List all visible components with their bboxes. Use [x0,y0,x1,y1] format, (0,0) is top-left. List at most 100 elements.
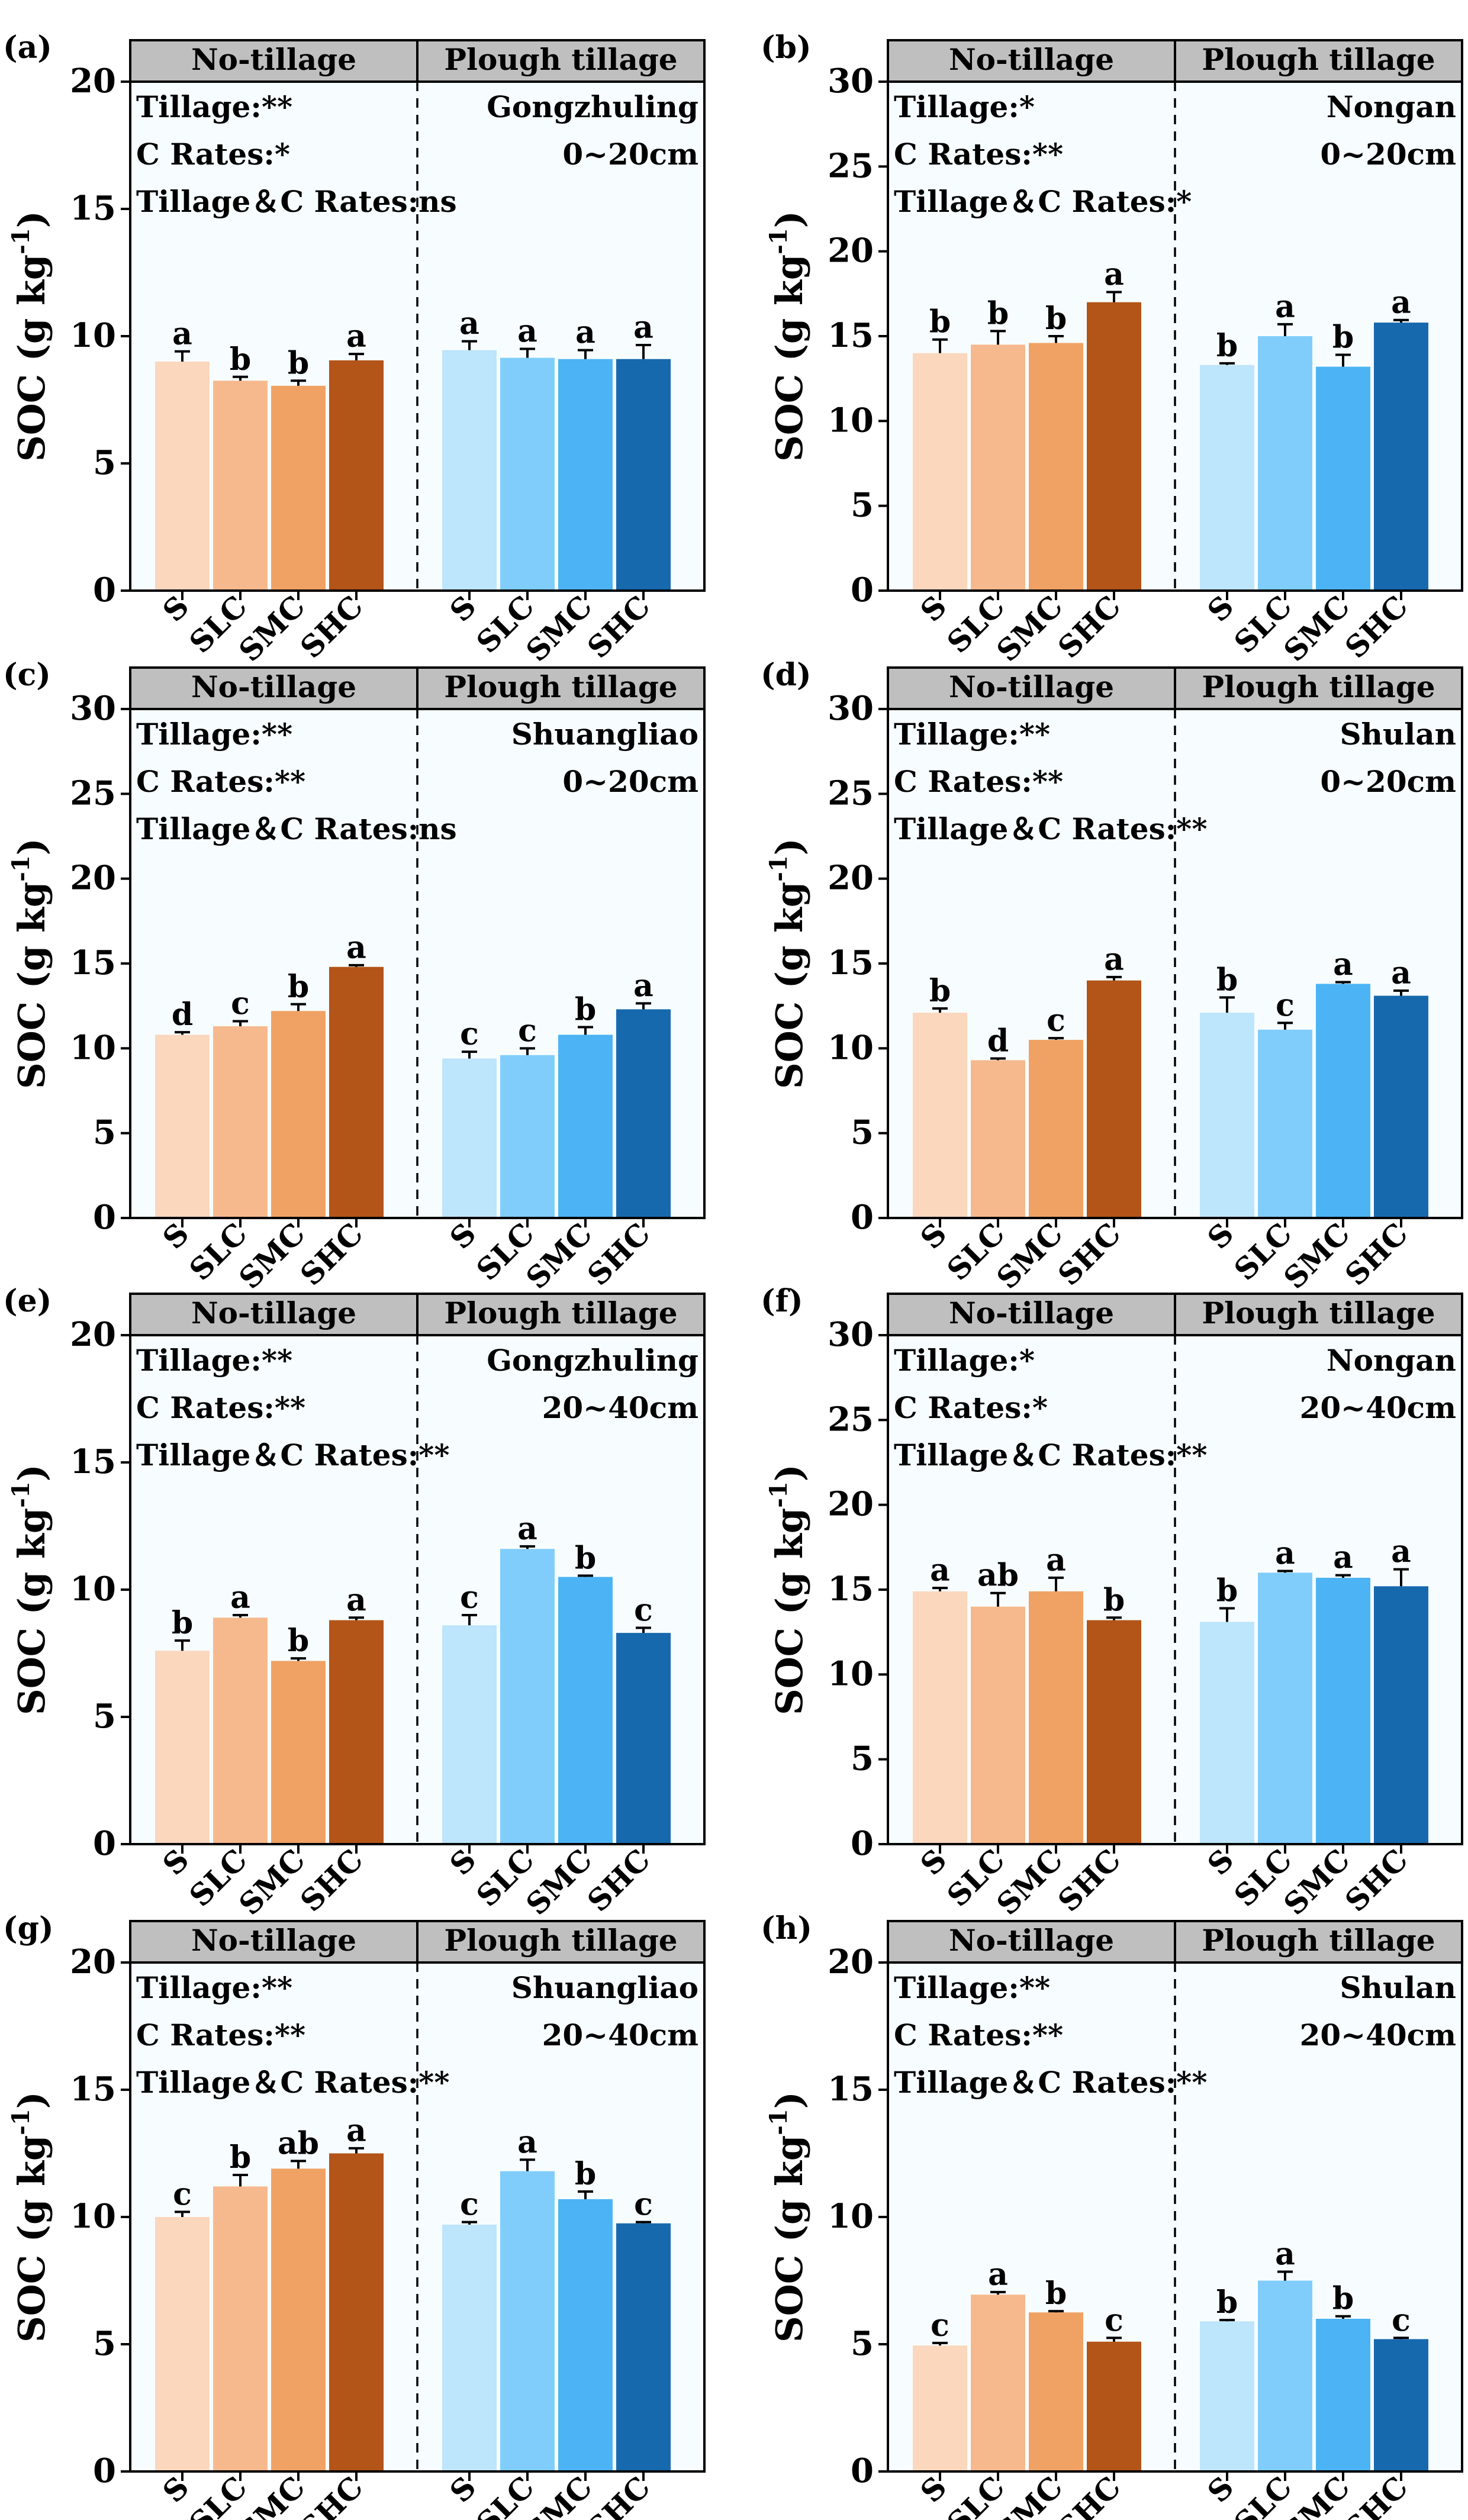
y-tick-label: 10 [70,1570,116,1609]
y-tick-label: 0 [851,2451,874,2490]
x-tick-label: S [156,1216,195,1256]
y-tick-label: 5 [93,2324,116,2363]
significance-letter: b [230,2139,251,2176]
bar-no-tillage-s [155,1651,210,1844]
y-axis-label-close: ) [10,838,53,855]
y-tick-label: 20 [828,1485,874,1524]
significance-letter: a [346,1582,366,1618]
stat-annotation: Tillage＆C Rates:** [136,1438,449,1472]
y-axis-label-superscript: -1 [765,1481,793,1507]
stat-annotation: C Rates:** [136,2018,305,2052]
bar-no-tillage-smc [1029,2312,1083,2471]
significance-letter: c [460,1580,479,1616]
x-tick-label: SHC [581,1842,657,1919]
x-tick-label: SMC [990,1216,1070,1296]
significance-letter: c [634,2187,653,2223]
x-tick-label: SHC [294,589,370,665]
depth-label: 20~40cm [1300,1390,1456,1425]
significance-letter: b [1045,301,1067,337]
header-plough-tillage: Plough tillage [444,1296,677,1330]
significance-letter: b [1216,2284,1238,2321]
stat-annotation: Tillage＆C Rates:** [894,2065,1207,2100]
bar-no-tillage-slc [213,2186,268,2471]
bar-no-tillage-slc [213,1026,268,1218]
bar-plough-smc [558,1577,613,1844]
y-axis-label-close: ) [10,2092,53,2109]
depth-label: 0~20cm [562,764,698,799]
y-axis-label: SOC (g kg-1) [765,2092,811,2342]
significance-letter: c [931,2308,949,2344]
y-tick-label: 30 [70,689,116,728]
header-cell-plough-tillage [416,39,706,83]
significance-letter: b [1332,320,1354,356]
header-no-tillage: No-tillage [191,1923,356,1958]
significance-letter: a [1391,285,1411,321]
significance-letter: b [929,973,951,1009]
y-axis-label-main: SOC (g kg [768,254,811,462]
header-plough-tillage: Plough tillage [1202,1923,1435,1958]
y-axis-label-main: SOC (g kg [10,1508,53,1715]
stat-annotation: C Rates:* [136,137,290,172]
header-no-tillage: No-tillage [949,42,1114,77]
x-tick-label: SHC [581,1216,657,1293]
site-label: Nongan [1327,89,1456,124]
significance-letter: c [460,1016,479,1052]
significance-letter: b [575,992,596,1028]
y-axis-label-main: SOC (g kg [10,254,53,462]
bar-no-tillage-shc [329,966,384,1218]
bar-no-tillage-s [913,353,967,591]
panel-c: (c) No-tillage Plough tillagedScSLCbSMCaSH… [3,657,706,1296]
panel-f: (f) No-tillage Plough tillageaSabSLCaSMCbS… [761,1283,1463,1922]
significance-letter: a [459,306,479,342]
stat-annotation: Tillage＆C Rates:* [894,184,1192,219]
y-axis-label-close: ) [768,2092,811,2109]
bar-no-tillage-s [913,1013,967,1218]
y-axis-label-superscript: -1 [7,228,35,254]
x-tick-label: S [156,1842,195,1882]
header-cell-no-tillage [887,39,1176,83]
significance-letter: b [575,1540,596,1576]
x-tick-label: SHC [294,1842,370,1919]
bar-plough-shc [616,2223,671,2471]
panel-label: (g) [3,1910,54,1947]
x-tick-label: SHC [581,589,657,665]
y-tick-label: 25 [828,1400,874,1439]
y-tick-label: 0 [93,571,116,610]
significance-letter: b [929,304,951,340]
y-tick-label: 15 [70,189,116,228]
bar-plough-s [1200,1622,1254,1844]
bar-plough-smc [558,359,613,591]
panel-label: (h) [761,1910,812,1947]
x-tick-label: SHC [1338,1842,1415,1919]
y-axis-label-superscript: -1 [7,2109,35,2135]
y-tick-label: 5 [851,1113,874,1152]
y-axis-label-superscript: -1 [765,855,793,881]
stat-annotation: Tillage:** [894,717,1050,752]
bar-no-tillage-s [155,2217,210,2471]
significance-letter: a [346,318,366,355]
bar-no-tillage-s [913,2345,967,2471]
significance-letter: ab [977,1558,1019,1594]
site-label: Shulan [1340,1970,1456,2005]
x-tick-label: S [156,589,195,629]
bar-plough-shc [1374,995,1428,1218]
x-tick-label: SMC [990,589,1070,669]
y-tick-label: 20 [828,1942,874,1981]
bar-plough-s [1200,365,1254,591]
bar-plough-smc [1316,366,1370,591]
stat-annotation: Tillage＆C Rates:** [136,2065,449,2100]
bar-plough-s [1200,2321,1254,2471]
significance-letter: a [930,1552,950,1588]
bar-plough-s [442,1625,497,1844]
y-tick-label: 15 [828,316,874,355]
y-axis-label: SOC (g kg-1) [7,1464,53,1715]
bar-no-tillage-smc [271,1661,326,1844]
significance-letter: b [1332,2281,1354,2317]
significance-letter: a [517,1511,537,1547]
y-tick-label: 15 [828,2070,874,2109]
significance-letter: c [518,1013,537,1049]
y-axis-label-close: ) [768,838,811,855]
bar-no-tillage-smc [271,1011,326,1218]
y-axis-label: SOC (g kg-1) [765,211,811,462]
significance-letter: a [633,968,653,1004]
